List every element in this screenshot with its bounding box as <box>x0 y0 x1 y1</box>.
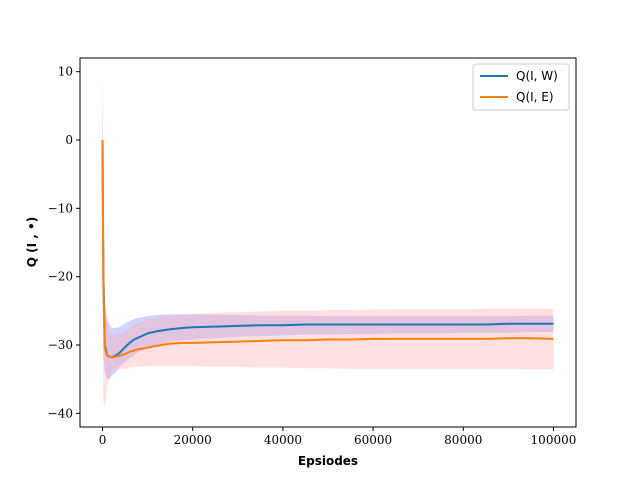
y-tick-label: −30 <box>48 338 73 352</box>
x-tick-label: 60000 <box>354 433 392 447</box>
legend-label-q-i-w: Q(I, W) <box>516 69 558 83</box>
x-tick-label: 20000 <box>174 433 212 447</box>
x-tick-label: 40000 <box>264 433 302 447</box>
x-axis-ticks: 0 20000 40000 60000 80000 100000 <box>99 427 577 447</box>
x-tick-label: 80000 <box>444 433 482 447</box>
y-tick-label: 10 <box>58 65 73 79</box>
y-axis-title: Q (I , •) <box>25 217 39 267</box>
legend-label-q-i-e: Q(I, E) <box>516 90 554 104</box>
y-tick-label: −10 <box>48 201 73 215</box>
y-axis-ticks: 10 0 −10 −20 −30 −40 <box>48 65 80 420</box>
series-lines <box>101 139 554 359</box>
plot-frame <box>79 57 577 428</box>
x-axis-title: Epsiodes <box>298 454 358 468</box>
series-line-q-i-e <box>101 139 554 359</box>
x-tick-label: 0 <box>99 433 107 447</box>
y-tick-label: −20 <box>48 270 73 284</box>
band-q-i-w <box>102 75 554 380</box>
legend: Q(I, W) Q(I, E) <box>472 63 570 111</box>
y-tick-label: 0 <box>65 133 73 147</box>
x-tick-label: 100000 <box>531 433 577 447</box>
y-tick-label: −40 <box>48 406 73 420</box>
